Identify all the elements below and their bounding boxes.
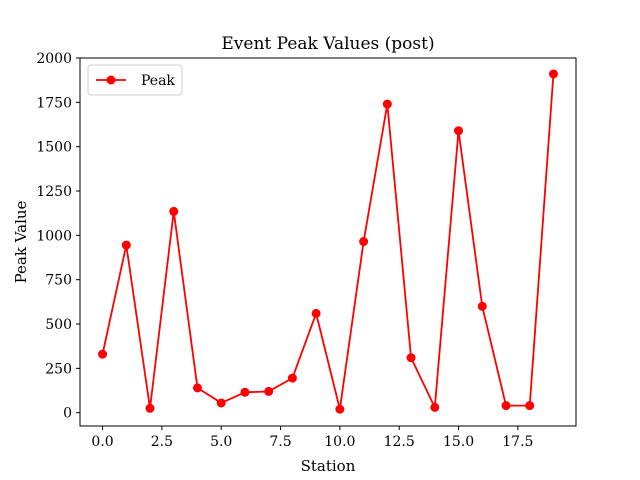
y-tick-label: 1500 [36,140,72,156]
data-point [145,403,155,413]
data-point [477,301,487,311]
y-tick-label: 1750 [36,95,72,111]
data-point [240,387,250,397]
legend-label-peak: Peak [141,73,175,89]
x-tick-label: 0.0 [91,434,113,450]
legend-box [87,64,183,96]
y-tick-label: 500 [45,317,72,333]
data-point [121,240,131,250]
data-point [287,373,297,383]
x-tick-label: 10.0 [324,434,355,450]
data-point [98,349,108,359]
data-point [430,402,440,412]
x-tick-label: 15.0 [443,434,474,450]
legend-marker-peak [106,75,116,85]
data-point [548,69,558,79]
y-tick-label: 0 [63,406,72,422]
data-point [192,383,202,393]
data-point [169,206,179,216]
y-tick-label: 250 [45,361,72,377]
x-tick-label: 2.5 [151,434,173,450]
y-tick-label: 750 [45,273,72,289]
data-point [525,401,535,411]
data-point [359,237,369,247]
data-point [335,404,345,414]
x-tick-label: 5.0 [210,434,232,450]
y-axis-label: Peak Value [12,200,30,283]
y-axis: 0 250 500 750 1000 1250 1500 1750 2000 [36,51,80,422]
x-tick-label: 12.5 [384,434,415,450]
series-line-peak [101,73,555,411]
data-point [264,386,274,396]
series-layer [98,69,558,414]
x-tick-label: 7.5 [269,434,291,450]
x-axis-label: Station [301,457,356,475]
data-point [216,398,226,408]
y-tick-label: 1000 [36,228,72,244]
data-point [311,308,321,318]
y-tick-label: 2000 [36,51,72,67]
plot-area [79,57,577,427]
y-tick-label: 1250 [36,184,72,200]
data-point [454,126,464,136]
legend: Peak [87,64,183,96]
x-axis: 0.0 2.5 5.0 7.5 10.0 12.5 15.0 17.5 [91,426,533,450]
data-point [382,99,392,109]
data-point [501,401,511,411]
x-tick-label: 17.5 [502,434,533,450]
data-point [406,353,416,363]
chart-title: Event Peak Values (post) [221,34,434,54]
